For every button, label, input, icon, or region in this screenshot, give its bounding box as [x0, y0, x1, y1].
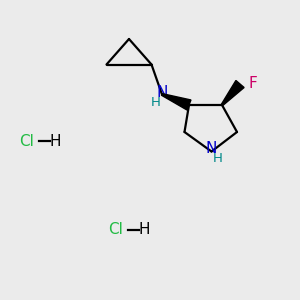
Text: H: H — [213, 152, 223, 165]
Text: H: H — [50, 134, 61, 148]
Text: F: F — [248, 76, 257, 91]
Polygon shape — [221, 80, 244, 106]
Text: H: H — [138, 222, 150, 237]
Text: N: N — [206, 141, 217, 156]
Polygon shape — [162, 94, 191, 110]
Text: Cl: Cl — [108, 222, 123, 237]
Text: Cl: Cl — [20, 134, 34, 148]
Text: H: H — [151, 96, 160, 110]
Text: N: N — [156, 85, 168, 100]
